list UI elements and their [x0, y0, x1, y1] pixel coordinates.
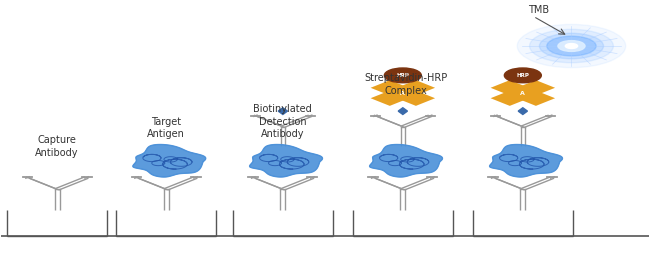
Polygon shape — [370, 145, 443, 177]
Text: HRP: HRP — [516, 73, 529, 78]
Circle shape — [566, 44, 578, 48]
Circle shape — [547, 36, 596, 56]
Polygon shape — [370, 80, 435, 106]
Polygon shape — [250, 145, 322, 177]
Text: HRP: HRP — [396, 73, 410, 78]
Text: TMB: TMB — [528, 5, 549, 15]
Circle shape — [540, 33, 603, 59]
Circle shape — [504, 68, 541, 83]
Polygon shape — [278, 108, 287, 114]
Polygon shape — [370, 80, 435, 106]
Circle shape — [530, 29, 614, 63]
Text: A: A — [521, 90, 525, 95]
Text: Target
Antigen: Target Antigen — [147, 117, 185, 139]
Text: Streptavidin-HRP
Complex: Streptavidin-HRP Complex — [365, 73, 448, 95]
Polygon shape — [491, 80, 555, 106]
Text: Capture
Antibody: Capture Antibody — [35, 135, 79, 158]
Circle shape — [517, 24, 626, 68]
Polygon shape — [489, 145, 562, 177]
Text: A: A — [400, 90, 405, 95]
Polygon shape — [398, 108, 408, 114]
Circle shape — [558, 41, 585, 51]
Polygon shape — [133, 145, 206, 177]
Text: Biotinylated
Detection
Antibody: Biotinylated Detection Antibody — [254, 104, 312, 139]
Polygon shape — [518, 108, 527, 114]
Circle shape — [384, 68, 421, 83]
Polygon shape — [491, 80, 555, 106]
